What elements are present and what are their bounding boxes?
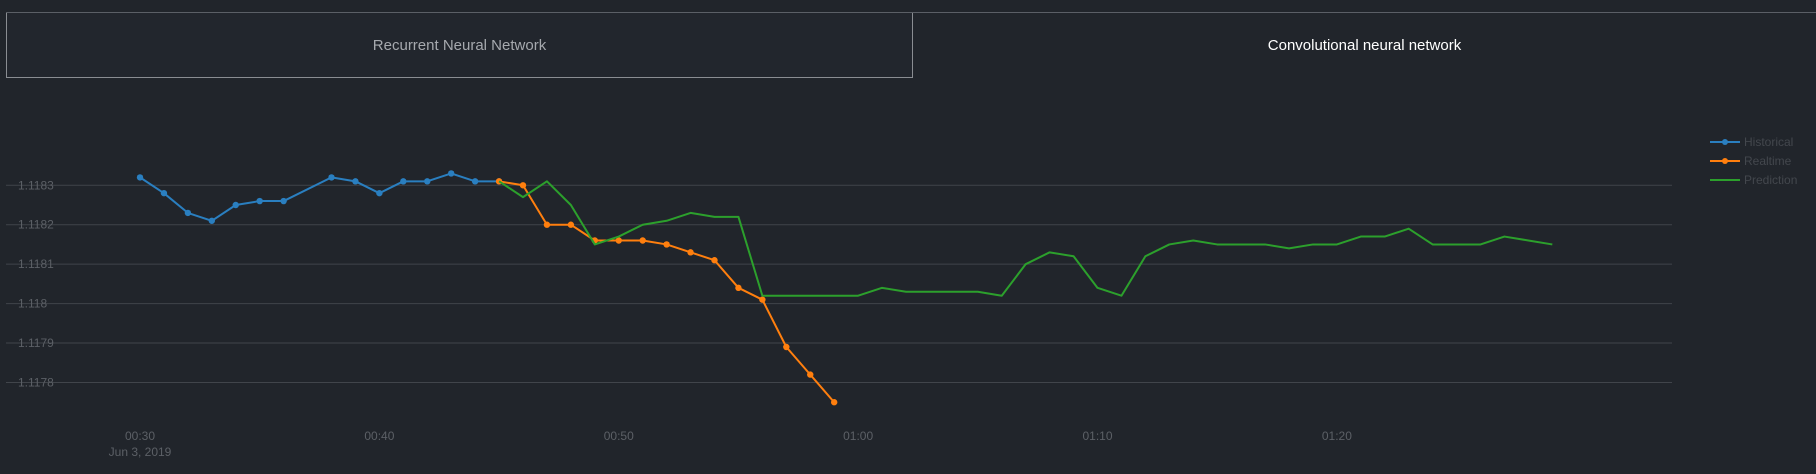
- y-tick-label: 1.1183: [18, 178, 54, 192]
- tab-convolutional-neural-network[interactable]: Convolutional neural network: [913, 13, 1816, 78]
- x-tick-label: 00:50: [604, 429, 634, 443]
- realtime-point: [759, 296, 766, 303]
- legend-item-historical: Historical: [1710, 135, 1793, 149]
- historical-point: [232, 201, 239, 209]
- x-tick-label: 00:40: [364, 429, 394, 443]
- realtime-point: [519, 182, 527, 189]
- legend-label: Prediction: [1744, 173, 1797, 187]
- x-tick-date-label: Jun 3, 2019: [109, 445, 172, 459]
- y-axis: 1.1178 1.1179 1.118 1.1181 1.1182 1.1183: [18, 178, 54, 389]
- realtime-point: [783, 343, 790, 351]
- historical-point: [256, 197, 263, 205]
- legend-label: Realtime: [1744, 154, 1792, 168]
- realtime-point: [543, 221, 551, 228]
- legend-label: Historical: [1744, 135, 1793, 149]
- y-tick-label: 1.1179: [18, 336, 54, 350]
- realtime-point: [687, 249, 694, 256]
- historical-point: [471, 178, 479, 185]
- historical-point: [352, 178, 359, 185]
- x-tick-label: 01:00: [843, 429, 873, 443]
- realtime-point: [639, 237, 646, 244]
- legend: Historical Realtime Prediction: [1710, 135, 1797, 187]
- historical-point: [136, 174, 144, 181]
- y-tick-label: 1.1182: [18, 218, 54, 232]
- series-lines: [136, 170, 1553, 406]
- legend-marker: [1722, 158, 1728, 164]
- legend-item-prediction: Prediction: [1710, 173, 1797, 187]
- historical-point: [400, 178, 407, 185]
- realtime-point: [567, 221, 575, 228]
- historical-point: [280, 197, 287, 205]
- realtime-point: [735, 284, 742, 292]
- historical-point: [376, 189, 383, 197]
- y-tick-label: 1.1178: [18, 376, 54, 390]
- series-prediction: [498, 180, 1553, 297]
- historical-point: [184, 209, 192, 217]
- realtime-point: [807, 371, 814, 378]
- x-tick-label: 01:10: [1082, 429, 1112, 443]
- prediction-line: [498, 180, 1553, 297]
- x-tick-label: 01:20: [1322, 429, 1352, 443]
- tab-recurrent-neural-network[interactable]: Recurrent Neural Network: [6, 13, 913, 78]
- series-historical: [136, 170, 503, 224]
- grid-lines: [6, 184, 1672, 383]
- x-axis: 00:30 Jun 3, 2019 00:40 00:50 01:00 01:10 01:2…: [109, 429, 1353, 459]
- y-tick-label: 1.118: [18, 297, 47, 311]
- legend-item-realtime: Realtime: [1710, 154, 1792, 168]
- realtime-point: [663, 241, 670, 248]
- historical-point: [424, 178, 431, 185]
- realtime-line: [498, 180, 835, 403]
- historical-point: [447, 170, 455, 177]
- historical-point: [160, 189, 168, 197]
- x-tick-label: 00:30: [125, 429, 155, 443]
- historical-point: [328, 174, 335, 181]
- model-tabs: Recurrent Neural Network Convolutional n…: [6, 12, 1816, 78]
- legend-marker: [1722, 139, 1728, 145]
- y-tick-label: 1.1181: [18, 257, 54, 271]
- realtime-point: [615, 237, 622, 244]
- historical-line: [139, 172, 500, 222]
- realtime-point: [830, 399, 838, 406]
- series-realtime: [495, 178, 838, 406]
- historical-point: [208, 217, 216, 224]
- realtime-point: [711, 257, 718, 264]
